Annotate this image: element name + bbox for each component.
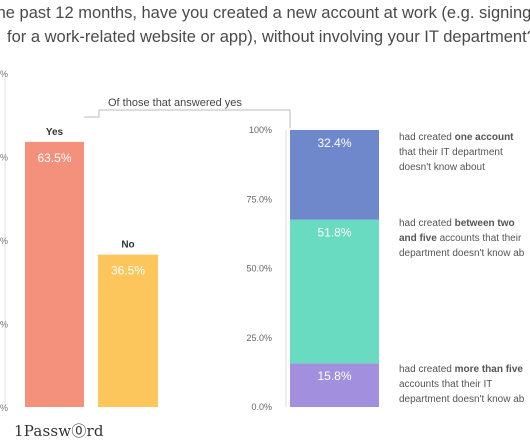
annotation-line: accounts that their IT bbox=[399, 379, 492, 390]
annotation-text: accounts that their bbox=[437, 233, 522, 244]
segment-annotation: had created more than five accounts that … bbox=[399, 364, 525, 405]
bar-yes bbox=[25, 141, 84, 407]
left-tick-label: % bbox=[0, 236, 8, 246]
title-line-1: the past 12 months, have you created a n… bbox=[0, 4, 530, 22]
y-tick-label: 25.0% bbox=[246, 333, 272, 343]
left-tick-label: % bbox=[0, 320, 8, 330]
annotation-line: doesn't know about bbox=[399, 162, 485, 173]
annotation-emphasis: between two bbox=[455, 218, 515, 229]
annotation-emphasis: one account bbox=[455, 132, 515, 143]
annotation-line: that their IT department bbox=[399, 147, 503, 158]
segment-annotation: had created one account that their IT dep… bbox=[399, 132, 514, 173]
stack-segment bbox=[290, 219, 379, 364]
y-tick-label: 75.0% bbox=[246, 194, 272, 204]
y-tick-label: 100% bbox=[249, 125, 272, 135]
brand-logo: 1Passw⓪rd bbox=[14, 422, 104, 440]
annotation-text: department doesn't know ab bbox=[399, 248, 525, 259]
left-tick-label: % bbox=[0, 69, 8, 79]
stacked-chart-title: Of those that answered yes bbox=[108, 97, 242, 109]
bar-category-label: No bbox=[121, 240, 134, 251]
left-tick-label: % bbox=[0, 153, 8, 163]
bar-value-label: 63.5% bbox=[37, 151, 71, 165]
stack-segment bbox=[290, 130, 379, 220]
annotation-line: had created more than five bbox=[399, 364, 523, 375]
bar-value-label: 36.5% bbox=[111, 264, 145, 278]
segment-annotation: had created between two and five accounts… bbox=[399, 218, 525, 259]
annotation-line: department doesn't know ab bbox=[399, 394, 525, 405]
annotation-text: department doesn't know ab bbox=[399, 394, 525, 405]
segment-value-label: 51.8% bbox=[317, 226, 351, 240]
annotation-emphasis: and five bbox=[399, 233, 437, 244]
y-tick-label: 50.0% bbox=[246, 264, 272, 274]
annotation-line: had created between two bbox=[399, 218, 515, 229]
annotation-text: had created bbox=[399, 132, 455, 143]
annotation-line: department doesn't know ab bbox=[399, 248, 525, 259]
segment-value-label: 32.4% bbox=[317, 136, 351, 150]
bar-category-label: Yes bbox=[46, 127, 64, 138]
annotation-text: accounts that their IT bbox=[399, 379, 492, 390]
stack-segment bbox=[290, 363, 379, 407]
annotation-line: had created one account bbox=[399, 132, 514, 143]
segment-value-label: 15.8% bbox=[317, 369, 351, 383]
bar-no bbox=[98, 254, 158, 407]
bracket-line bbox=[84, 109, 291, 128]
left-tick-label: % bbox=[0, 403, 8, 413]
annotation-line: and five accounts that their bbox=[399, 233, 522, 244]
annotation-text: doesn't know about bbox=[399, 162, 485, 173]
annotation-text: had created bbox=[399, 218, 455, 229]
annotation-emphasis: more than five bbox=[455, 364, 524, 375]
annotation-text: that their IT department bbox=[399, 147, 503, 158]
annotation-text: had created bbox=[399, 364, 455, 375]
title-line-2: for a work-related website or app), with… bbox=[7, 28, 530, 46]
y-tick-label: 0.0% bbox=[251, 402, 272, 412]
